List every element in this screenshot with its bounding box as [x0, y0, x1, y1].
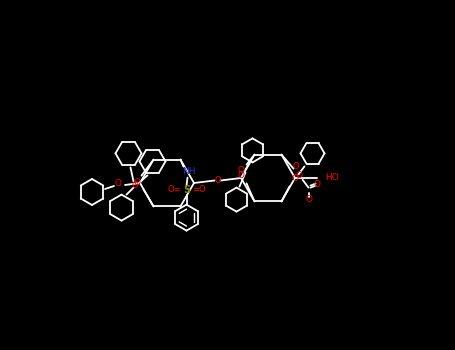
Text: O: O: [115, 180, 121, 189]
Text: O: O: [132, 181, 139, 190]
Text: O: O: [214, 176, 221, 185]
Text: =O: =O: [192, 185, 205, 194]
Text: O: O: [305, 195, 312, 204]
Text: O: O: [238, 166, 245, 175]
Text: O=: O=: [168, 185, 181, 194]
Text: O: O: [133, 178, 140, 187]
Text: O: O: [293, 162, 299, 171]
Text: O: O: [314, 180, 321, 189]
Text: NH: NH: [182, 167, 195, 176]
Text: S: S: [183, 184, 190, 195]
Text: HO: HO: [325, 174, 339, 182]
Text: O: O: [295, 171, 302, 180]
Text: O: O: [291, 174, 298, 183]
Text: O: O: [238, 171, 245, 180]
